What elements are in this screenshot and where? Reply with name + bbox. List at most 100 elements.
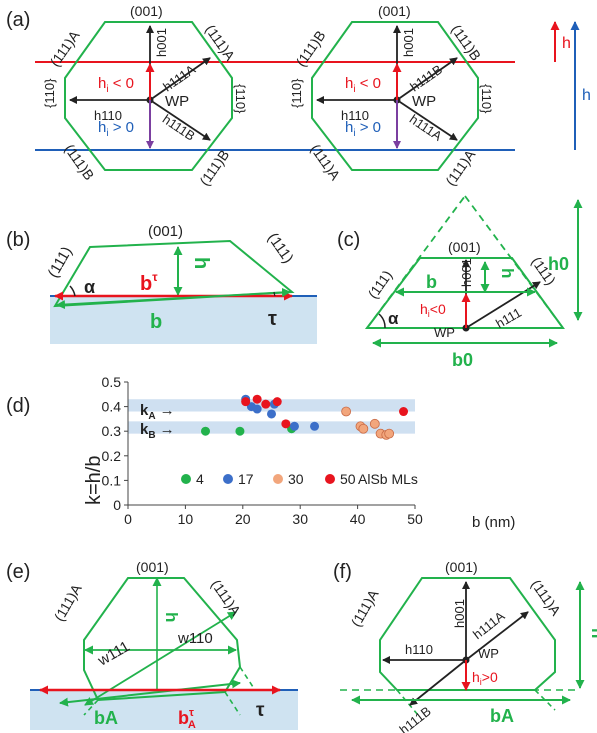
panel-c: (c) (001) (111) (111) α h001 h b hi<0 WP…: [337, 194, 583, 370]
h110-label: h110: [405, 642, 433, 657]
data-point-17: [252, 404, 262, 414]
panel-a: (a) (001) (111)A (111)A {110} {110} (111…: [6, 3, 591, 189]
b-label: b: [426, 272, 437, 292]
facet-left: (111): [45, 244, 76, 281]
data-point-30: [384, 428, 395, 439]
facet-ll: (111)B: [62, 141, 98, 183]
data-point-30: [341, 406, 352, 417]
crystal-right: (001) (111)B (111)B {110} {110} (111)A (…: [289, 3, 494, 189]
facet-right: (111): [264, 230, 297, 267]
h111a-arrow: [149, 57, 211, 101]
y-tick-label: 0.4: [102, 399, 122, 415]
legend-marker-50: [325, 474, 335, 484]
data-point-17: [267, 409, 276, 419]
panel-d: (d) k=h/b b (nm) 0 10 20 30 40 50 0 0.1 0.2 0.3 0.…: [6, 374, 515, 531]
facet-top: (001): [448, 239, 481, 255]
kA-label: kA →: [140, 402, 175, 422]
alpha-arc: [378, 313, 386, 329]
panel-d-label: (d): [6, 395, 30, 417]
legend-marker-17: [223, 474, 233, 484]
btauA-label: bτ A: [178, 707, 196, 731]
b-label: b: [150, 311, 162, 333]
band-kB: [128, 421, 415, 434]
h-label: h: [190, 257, 212, 269]
legend-marker-4: [181, 474, 191, 484]
legend-label-4: 4: [196, 471, 204, 487]
h110-label: h110: [341, 108, 369, 123]
hi-neg-label: hi < 0: [345, 75, 381, 95]
h-label: h: [498, 268, 517, 278]
panel-f: (f) (001) (111)A (111)A h001 h111A h110 …: [333, 559, 597, 733]
wp-label: WP: [478, 646, 499, 661]
hi-label: hi>0: [472, 669, 498, 687]
dashed-right: [534, 689, 556, 711]
h-red-label: h: [562, 35, 571, 52]
dashed-right-2: [239, 666, 256, 691]
h111b-arrow: [409, 659, 467, 706]
kB-k: k: [140, 421, 149, 438]
h111a-label: h111A: [470, 608, 508, 642]
tau-arc: [273, 291, 276, 297]
x-tick-label: 50: [407, 511, 423, 527]
data-point-4: [200, 426, 210, 436]
data-point-50: [252, 394, 262, 404]
x-tick-label: 30: [292, 511, 308, 527]
tau-label: τ: [256, 700, 265, 721]
data-point-50: [261, 399, 271, 409]
panel-e: (e) (001) (111)A (111)A h w111 w110 bA b…: [6, 559, 298, 731]
tau-label: τ: [268, 308, 277, 330]
w110-label: w110: [177, 630, 213, 647]
legend-label-17: 17: [238, 471, 254, 487]
data-point-30: [358, 423, 369, 434]
h111b-label: h111B: [407, 62, 445, 95]
x-axis-label: b (nm): [472, 514, 515, 531]
bA-label: bA: [490, 706, 514, 726]
panel-c-label: (c): [337, 229, 360, 251]
kB-label: kB →: [140, 421, 175, 441]
facet-lr: (111)A: [442, 146, 478, 188]
hi-label: hi<0: [420, 301, 446, 319]
facet-r: {110}: [479, 84, 494, 114]
kB-arrow-glyph: →: [160, 421, 175, 438]
facet-top: (001): [130, 3, 163, 19]
h111b-label: h111B: [397, 704, 434, 733]
kA-arrow-glyph: →: [160, 402, 175, 419]
kA-k: k: [140, 402, 149, 419]
facet-lr: (111)B: [196, 147, 232, 189]
alpha-label: α: [84, 277, 95, 297]
b0-label: b0: [452, 350, 473, 370]
facet-ul: (111)A: [47, 27, 83, 69]
data-point-17: [289, 421, 299, 431]
b-arrow: [56, 287, 291, 310]
h110-label: h110: [94, 108, 122, 123]
y-tick-label: 0.5: [102, 374, 122, 390]
wp-label: WP: [165, 93, 189, 110]
w111-label: w111: [94, 638, 132, 670]
h111a-label: h111A: [160, 61, 198, 94]
crystal-left-outline: [64, 21, 233, 171]
facet-top: (001): [445, 559, 478, 575]
data-point-50: [399, 407, 409, 417]
crystal-right-outline: [311, 21, 479, 171]
alpha-arc: [69, 285, 76, 297]
h001-label: h001: [452, 599, 467, 628]
h-label: h: [162, 612, 181, 622]
facet-top: (001): [378, 3, 411, 19]
h-label: h: [588, 628, 597, 638]
facet-l: {110}: [42, 78, 57, 108]
dashed-left: [396, 689, 419, 716]
panel-f-label: (f): [333, 561, 352, 583]
bA-label: bA: [94, 708, 118, 728]
y-tick-label: 0.3: [102, 423, 122, 439]
y-tick-label: 0: [113, 497, 121, 513]
kA-sub: A: [148, 411, 155, 422]
y-axis-label: k=h/b: [83, 456, 105, 505]
legend-label-30: 30: [288, 471, 304, 487]
x-tick-label: 10: [178, 511, 194, 527]
hi-pos-label: hi > 0: [345, 119, 381, 139]
crystal-left: (001) (111)A (111)A {110} {110} (111)B (…: [42, 3, 248, 189]
h001-label: h001: [459, 258, 474, 287]
hi-pos-label: hi > 0: [98, 119, 134, 139]
alpha-label: α: [388, 309, 399, 328]
